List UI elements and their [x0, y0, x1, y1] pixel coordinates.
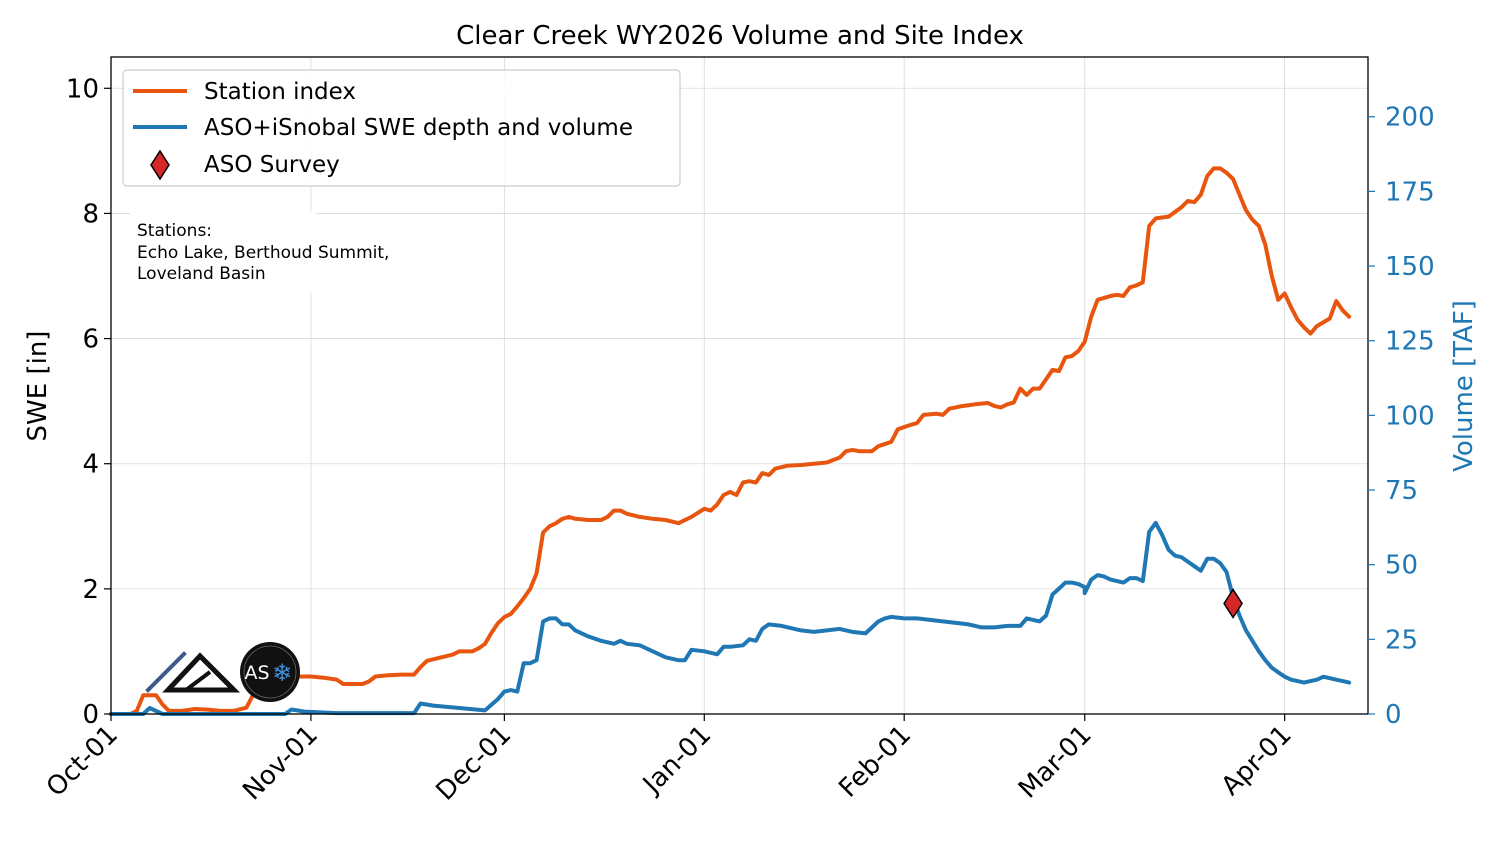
y-axis-label: SWE [in] [23, 331, 53, 442]
y2-tick-label: 125 [1385, 327, 1435, 357]
series-line-aso-isnobal [109, 520, 1352, 716]
x-tick-label: Apr-01 [1216, 720, 1298, 802]
annotation-line-1: Stations: [137, 221, 212, 241]
y2-tick-label: 75 [1385, 476, 1418, 506]
y-tick-label: 4 [82, 450, 99, 480]
y2-tick-label: 200 [1385, 103, 1435, 133]
aso-survey-marker [1223, 588, 1243, 619]
legend-survey-label: ASO Survey [204, 152, 340, 178]
y-tick-label: 10 [66, 74, 99, 104]
y2-tick-label: 25 [1385, 625, 1418, 655]
x-tick-label: Oct-01 [41, 720, 124, 803]
y2-tick-label: 150 [1385, 252, 1435, 282]
y-tick-label: 6 [82, 325, 99, 355]
annotation-line-2: Echo Lake, Berthoud Summit, [137, 243, 389, 263]
series-line-station-index [109, 166, 1352, 716]
y2-tick-label: 0 [1385, 700, 1402, 730]
y2-tick-label: 100 [1385, 401, 1435, 431]
plot-frame [110, 56, 1369, 715]
x-tick-label: Dec-01 [430, 720, 517, 807]
aso-logo: AS ❄ [240, 642, 300, 702]
aso-logo-text: AS [244, 662, 269, 684]
mountain-logo [145, 651, 241, 693]
x-tick-label: Nov-01 [237, 720, 324, 807]
legend-survey-marker [150, 149, 170, 181]
y-tick-label: 2 [82, 575, 99, 605]
y2-axis-label: Volume [TAF] [1449, 300, 1479, 472]
y-tick-label: 8 [82, 199, 99, 229]
y2-tick-label: 175 [1385, 177, 1435, 207]
x-tick-label: Mar-01 [1013, 720, 1098, 805]
legend-station-label: Station index [204, 79, 356, 105]
y2-tick-label: 50 [1385, 551, 1418, 581]
legend-box [122, 69, 681, 187]
legend: Station index ASO+iSnobal SWE depth and … [122, 69, 681, 187]
svg-text:❄: ❄ [272, 659, 292, 687]
y-tick-label: 0 [82, 700, 99, 730]
survey-markers [1223, 588, 1243, 619]
x-tick-label: Jan-01 [636, 720, 717, 801]
chart-title: Clear Creek WY2026 Volume and Site Index [456, 21, 1024, 51]
x-tick-label: Feb-01 [833, 720, 917, 804]
legend-aso-label: ASO+iSnobal SWE depth and volume [204, 115, 633, 141]
annotation-line-3: Loveland Basin [137, 264, 266, 284]
stations-annotation: Stations: Echo Lake, Berthoud Summit, Lo… [130, 212, 389, 292]
plot-area [109, 166, 1352, 716]
